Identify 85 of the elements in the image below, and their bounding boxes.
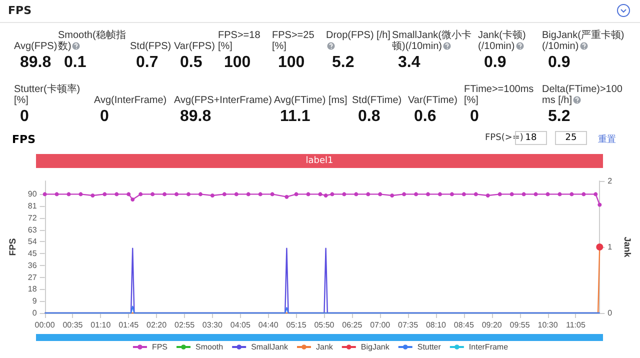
category-label: Jank(卡顿)(/10min) <box>478 30 527 52</box>
y-tick-label: 90 <box>28 190 38 199</box>
x-tick-label: 01:45 <box>118 320 140 330</box>
x-tick-label: 06:25 <box>342 320 363 330</box>
data-label: 11.1 <box>279 108 310 126</box>
x-tick-label: 04:05 <box>230 320 251 330</box>
category-label: Stutter(卡顿率) [%] <box>14 84 82 106</box>
data-label: 100 <box>277 54 305 72</box>
data-label: 0 <box>469 108 479 126</box>
legend-label: BigJank <box>360 342 390 352</box>
data-label: 0.6 <box>413 108 436 126</box>
data-label: 0.8 <box>357 108 380 126</box>
text: 重置 <box>598 134 616 146</box>
category-label: Var(FTime) <box>408 95 458 106</box>
x-tick-label: 02:20 <box>146 320 168 330</box>
y-tick-label: 9 <box>32 296 38 306</box>
category-label: Avg(FTime) [ms] <box>274 95 348 106</box>
x-tick-label: 10:30 <box>538 320 558 330</box>
x-tick-label: 04:40 <box>258 320 279 330</box>
category-label: FPS>=25 [%] <box>272 30 316 52</box>
data-label: 89.8 <box>179 108 212 126</box>
category-label: Avg(FPS) <box>14 41 58 52</box>
category-label: Drop(FPS) [/h] <box>326 30 392 43</box>
x-tick-label: 03:30 <box>202 320 224 330</box>
category-label: Avg(FPS+InterFrame) <box>174 95 272 106</box>
category-label: Std(FPS) <box>130 41 172 52</box>
y-tick-label: 63 <box>28 225 38 234</box>
data-label: 0.5 <box>179 54 202 72</box>
y-axis-title: FPS <box>8 238 18 256</box>
category-label: Delta(FTime)>100ms [/h] <box>542 84 624 106</box>
text: 25 <box>555 131 587 145</box>
x-tick-label: 05:15 <box>286 320 307 330</box>
data-label: 100 <box>223 54 251 72</box>
x-tick-label: 09:55 <box>510 320 530 330</box>
category-label: Var(FPS) <box>174 41 215 52</box>
x-tick-label: 09:20 <box>482 320 502 330</box>
category-label: SmallJank(微小卡顿)(/10min) <box>392 30 472 52</box>
category-label: FTime>=100ms [%] <box>464 84 535 106</box>
text: 18 <box>525 133 537 143</box>
chart-title: FPS <box>12 133 36 146</box>
data-label: 0.1 <box>63 54 86 72</box>
data-label: 89.8 <box>19 54 52 72</box>
y2-tick-label: 1 <box>608 242 613 252</box>
x-tick-label: 11:05 <box>566 320 586 330</box>
y2-tick-label: 0 <box>608 308 613 318</box>
y-tick-label: 0 <box>32 308 38 318</box>
text: label1 <box>36 154 603 168</box>
x-tick-label: 07:35 <box>398 320 419 330</box>
x-tick-label: 08:10 <box>426 320 447 330</box>
legend-label: FPS <box>152 342 168 352</box>
text: FPS <box>8 4 32 17</box>
x-tick-label: 05:50 <box>314 320 335 330</box>
legend-label: Smooth <box>196 342 224 352</box>
text: FPS(>=) <box>485 133 524 143</box>
y-tick-label: 18 <box>28 284 38 294</box>
x-tick-label: 08:45 <box>454 320 474 330</box>
category-label: BigJank(严重卡顿)(/10min) <box>542 30 626 52</box>
y-tick-label: 27 <box>28 272 38 282</box>
y2-tick-label: 2 <box>608 176 613 186</box>
y-tick-label: 81 <box>28 202 38 211</box>
category-label: Avg(InterFrame) <box>94 95 167 106</box>
y2-axis-title: Jank <box>622 236 632 258</box>
y-tick-label: 36 <box>28 260 38 270</box>
category-label: Std(FTime) <box>352 95 402 106</box>
data-label: 0.9 <box>547 54 570 72</box>
legend-label: InterFrame <box>468 342 509 352</box>
data-label: 0.9 <box>483 54 506 72</box>
x-tick-label: 07:00 <box>370 320 391 330</box>
y-tick-label: 72 <box>28 213 38 222</box>
category-label: Smooth(稳帧指数) <box>58 30 127 52</box>
x-tick-label: 00:35 <box>62 320 84 330</box>
category-label: FPS>=18 [%] <box>218 30 262 52</box>
data-label: 5.2 <box>331 54 354 72</box>
x-tick-label: 02:55 <box>174 320 196 330</box>
legend-label: SmallJank <box>251 342 289 352</box>
data-label: 5.2 <box>547 108 570 126</box>
data-label: 0 <box>99 108 109 126</box>
y-tick-label: 54 <box>28 237 38 246</box>
legend-label: Jank <box>316 342 334 352</box>
legend-label: Stutter <box>417 342 442 352</box>
y-tick-label: 45 <box>28 249 38 258</box>
x-tick-label: 01:10 <box>90 320 112 330</box>
x-tick-label: 00:00 <box>34 320 56 330</box>
data-label: 0.7 <box>135 54 158 72</box>
data-label: 3.4 <box>397 54 420 72</box>
